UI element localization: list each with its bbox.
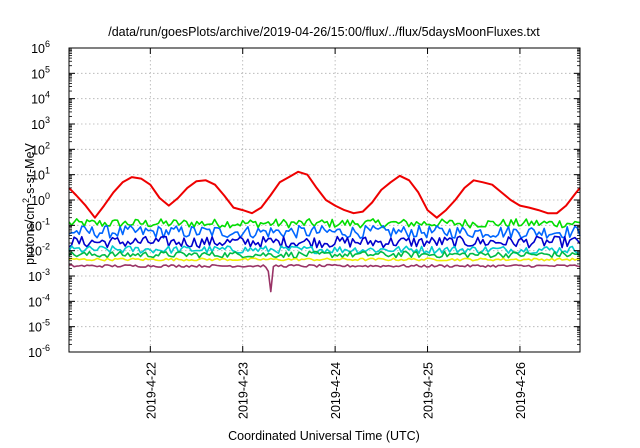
series-line-7 [68,257,581,262]
chart-title: /data/run/goesPlots/archive/2019-04-26/1… [108,25,540,39]
y-tick-labels: 10-6 10-5 10-4 10-3 10-2 10-1 100 101 102 103 104 1… [28,39,50,360]
y-tick-label: 106 [31,39,50,56]
y-tick-label: 102 [31,140,50,157]
axis-ticks [69,47,580,353]
x-tick-label: 2019-4-25 [422,362,436,419]
y-tick-label: 10-4 [28,292,50,309]
y-tick-label: 103 [31,115,50,132]
series-line-6 [68,250,581,259]
series-line-4 [68,235,581,249]
y-tick-label: 10-5 [28,318,50,335]
series-line-1 [68,170,581,219]
x-axis-label: Coordinated Universal Time (UTC) [228,429,420,443]
x-tick-label: 2019-4-24 [329,362,343,419]
grid [69,48,580,352]
x-tick-label: 2019-4-22 [144,362,158,419]
y-tick-label: 100 [31,191,50,208]
series-line-8 [68,263,581,293]
y-tick-label: 10-1 [28,216,50,233]
y-tick-label: 104 [31,90,50,107]
x-tick-labels: 2019-4-22 2019-4-23 2019-4-24 2019-4-25 2019… [144,362,528,419]
y-axis-label: protons/cm2-s-sr-MeV [21,142,37,264]
y-tick-label: 10-2 [28,242,50,259]
y-tick-label: 105 [31,64,50,81]
x-tick-label: 2019-4-23 [237,362,251,419]
series-line-3 [68,224,581,239]
y-tick-label: 10-3 [28,267,50,284]
y-tick-label: 10-6 [28,343,50,360]
y-tick-label: 101 [31,166,50,183]
series-line-2 [68,218,581,229]
series-layer [68,170,581,293]
x-tick-label: 2019-4-26 [514,362,528,419]
